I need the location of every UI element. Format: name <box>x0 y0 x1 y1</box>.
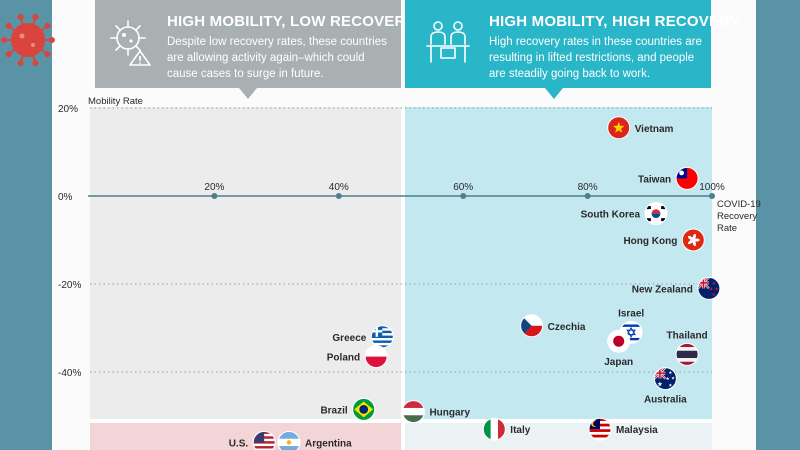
x-tick-label: 60% <box>453 182 473 193</box>
x-tick-label: 40% <box>329 182 349 193</box>
data-point-brazil <box>352 397 376 421</box>
y-tick-label: 0% <box>58 192 73 203</box>
panel-low-description: Despite low recovery rates, these countr… <box>167 34 387 82</box>
virus-warning-icon <box>110 20 151 66</box>
poland-flag-icon <box>365 345 388 368</box>
data-label-poland: Poland <box>327 353 360 364</box>
panel-high-title: HIGH MOBILITY, HIGH RECOVERY <box>489 13 740 30</box>
taiwan-flag-icon <box>676 167 699 190</box>
data-point-hungary <box>401 400 425 424</box>
greece-flag-icon <box>371 325 394 348</box>
data-point-malaysia <box>588 417 612 441</box>
x-tick-marker <box>460 193 467 199</box>
data-point-newzealand <box>697 276 721 300</box>
data-point-taiwan <box>675 166 699 190</box>
data-point-argentina <box>277 430 301 450</box>
x-axis-title-line: Rate <box>717 223 737 234</box>
korea-flag-icon <box>645 202 667 225</box>
data-point-vietnam <box>607 116 631 140</box>
data-label-japan: Japan <box>604 357 633 368</box>
zone-low-recovery <box>90 107 403 423</box>
data-point-us <box>252 430 276 450</box>
office-workers-icon <box>426 21 470 63</box>
virus-decoration-icon <box>1 14 55 66</box>
malaysia-flag-icon <box>589 418 611 441</box>
panel-low-line: are allowing activity again–which could <box>167 52 365 64</box>
data-label-hungary: Hungary <box>429 408 470 419</box>
zone-low-mobility-high-recovery <box>403 423 712 450</box>
panel-high-mobility-low-recovery: HIGH MOBILITY, LOW RECOVERY Despite low … <box>95 0 415 88</box>
x-tick-label: 80% <box>578 182 598 193</box>
data-point-japan <box>607 329 631 353</box>
data-label-israel: Israel <box>618 308 644 319</box>
panel-low-pointer <box>239 88 257 99</box>
thailand-flag-icon <box>676 343 699 366</box>
brazil-flag-icon <box>352 398 375 421</box>
data-label-malaysia: Malaysia <box>616 425 658 436</box>
data-label-czechia: Czechia <box>548 322 586 333</box>
right-border-band <box>756 0 800 450</box>
czechia-flag-icon <box>520 314 543 337</box>
y-tick-label: -40% <box>58 368 81 379</box>
vietnam-flag-icon <box>607 116 630 139</box>
x-tick-marker <box>709 193 715 199</box>
x-axis-title-line: Recovery <box>717 211 757 222</box>
x-axis-title-line: COVID-19 <box>717 199 761 210</box>
data-point-hongkong <box>681 228 705 252</box>
x-tick-label: 100% <box>699 182 725 193</box>
panel-high-line: High recovery rates in these countries a… <box>489 36 702 48</box>
x-tick-label: 20% <box>204 182 224 193</box>
data-label-taiwan: Taiwan <box>638 174 671 185</box>
y-axis-title: Mobility Rate <box>88 96 143 107</box>
data-label-us: U.S. <box>229 438 249 449</box>
zone-low-mobility-low-recovery <box>90 423 403 450</box>
data-label-greece: Greece <box>332 333 366 344</box>
data-label-italy: Italy <box>510 425 530 436</box>
data-label-thailand: Thailand <box>667 330 708 341</box>
left-border-band <box>0 0 52 450</box>
panel-low-line: Despite low recovery rates, these countr… <box>167 36 387 48</box>
italy-flag-icon <box>483 418 506 441</box>
data-point-thailand <box>675 342 699 366</box>
data-point-czechia <box>520 314 544 338</box>
data-point-korea <box>644 202 668 226</box>
panel-high-mobility-high-recovery: HIGH MOBILITY, HIGH RECOVERY High recove… <box>405 0 740 88</box>
data-point-italy <box>482 417 506 441</box>
panel-low-title: HIGH MOBILITY, LOW RECOVERY <box>167 13 416 30</box>
panel-low-line: cause cases to surge in future. <box>167 68 324 80</box>
hongkong-flag-icon <box>682 229 705 251</box>
us-flag-icon <box>253 431 276 450</box>
panel-high-line: are steadily going back to work. <box>489 68 651 80</box>
japan-flag-icon <box>607 330 630 353</box>
panel-high-line: resulting in lifted restrictions, and pe… <box>489 52 695 64</box>
data-label-korea: South Korea <box>581 210 641 221</box>
argentina-flag-icon <box>278 431 300 450</box>
panel-high-pointer <box>545 88 563 99</box>
data-label-australia: Australia <box>644 395 687 406</box>
x-tick-marker <box>335 193 342 199</box>
data-point-australia <box>653 367 677 391</box>
y-tick-label: -20% <box>58 280 81 291</box>
x-tick-marker <box>584 193 591 199</box>
data-label-newzealand: New Zealand <box>632 284 693 295</box>
data-label-vietnam: Vietnam <box>635 124 674 135</box>
data-point-poland <box>364 345 388 369</box>
australia-flag-icon <box>654 367 677 390</box>
panel-high-description: High recovery rates in these countries a… <box>489 34 702 82</box>
data-label-brazil: Brazil <box>320 405 347 416</box>
data-point-greece <box>370 325 394 349</box>
hungary-flag-icon <box>402 400 425 423</box>
y-tick-label: 20% <box>58 104 78 115</box>
data-label-hongkong: Hong Kong <box>623 236 677 247</box>
x-tick-marker <box>211 193 218 199</box>
data-label-argentina: Argentina <box>305 438 352 449</box>
